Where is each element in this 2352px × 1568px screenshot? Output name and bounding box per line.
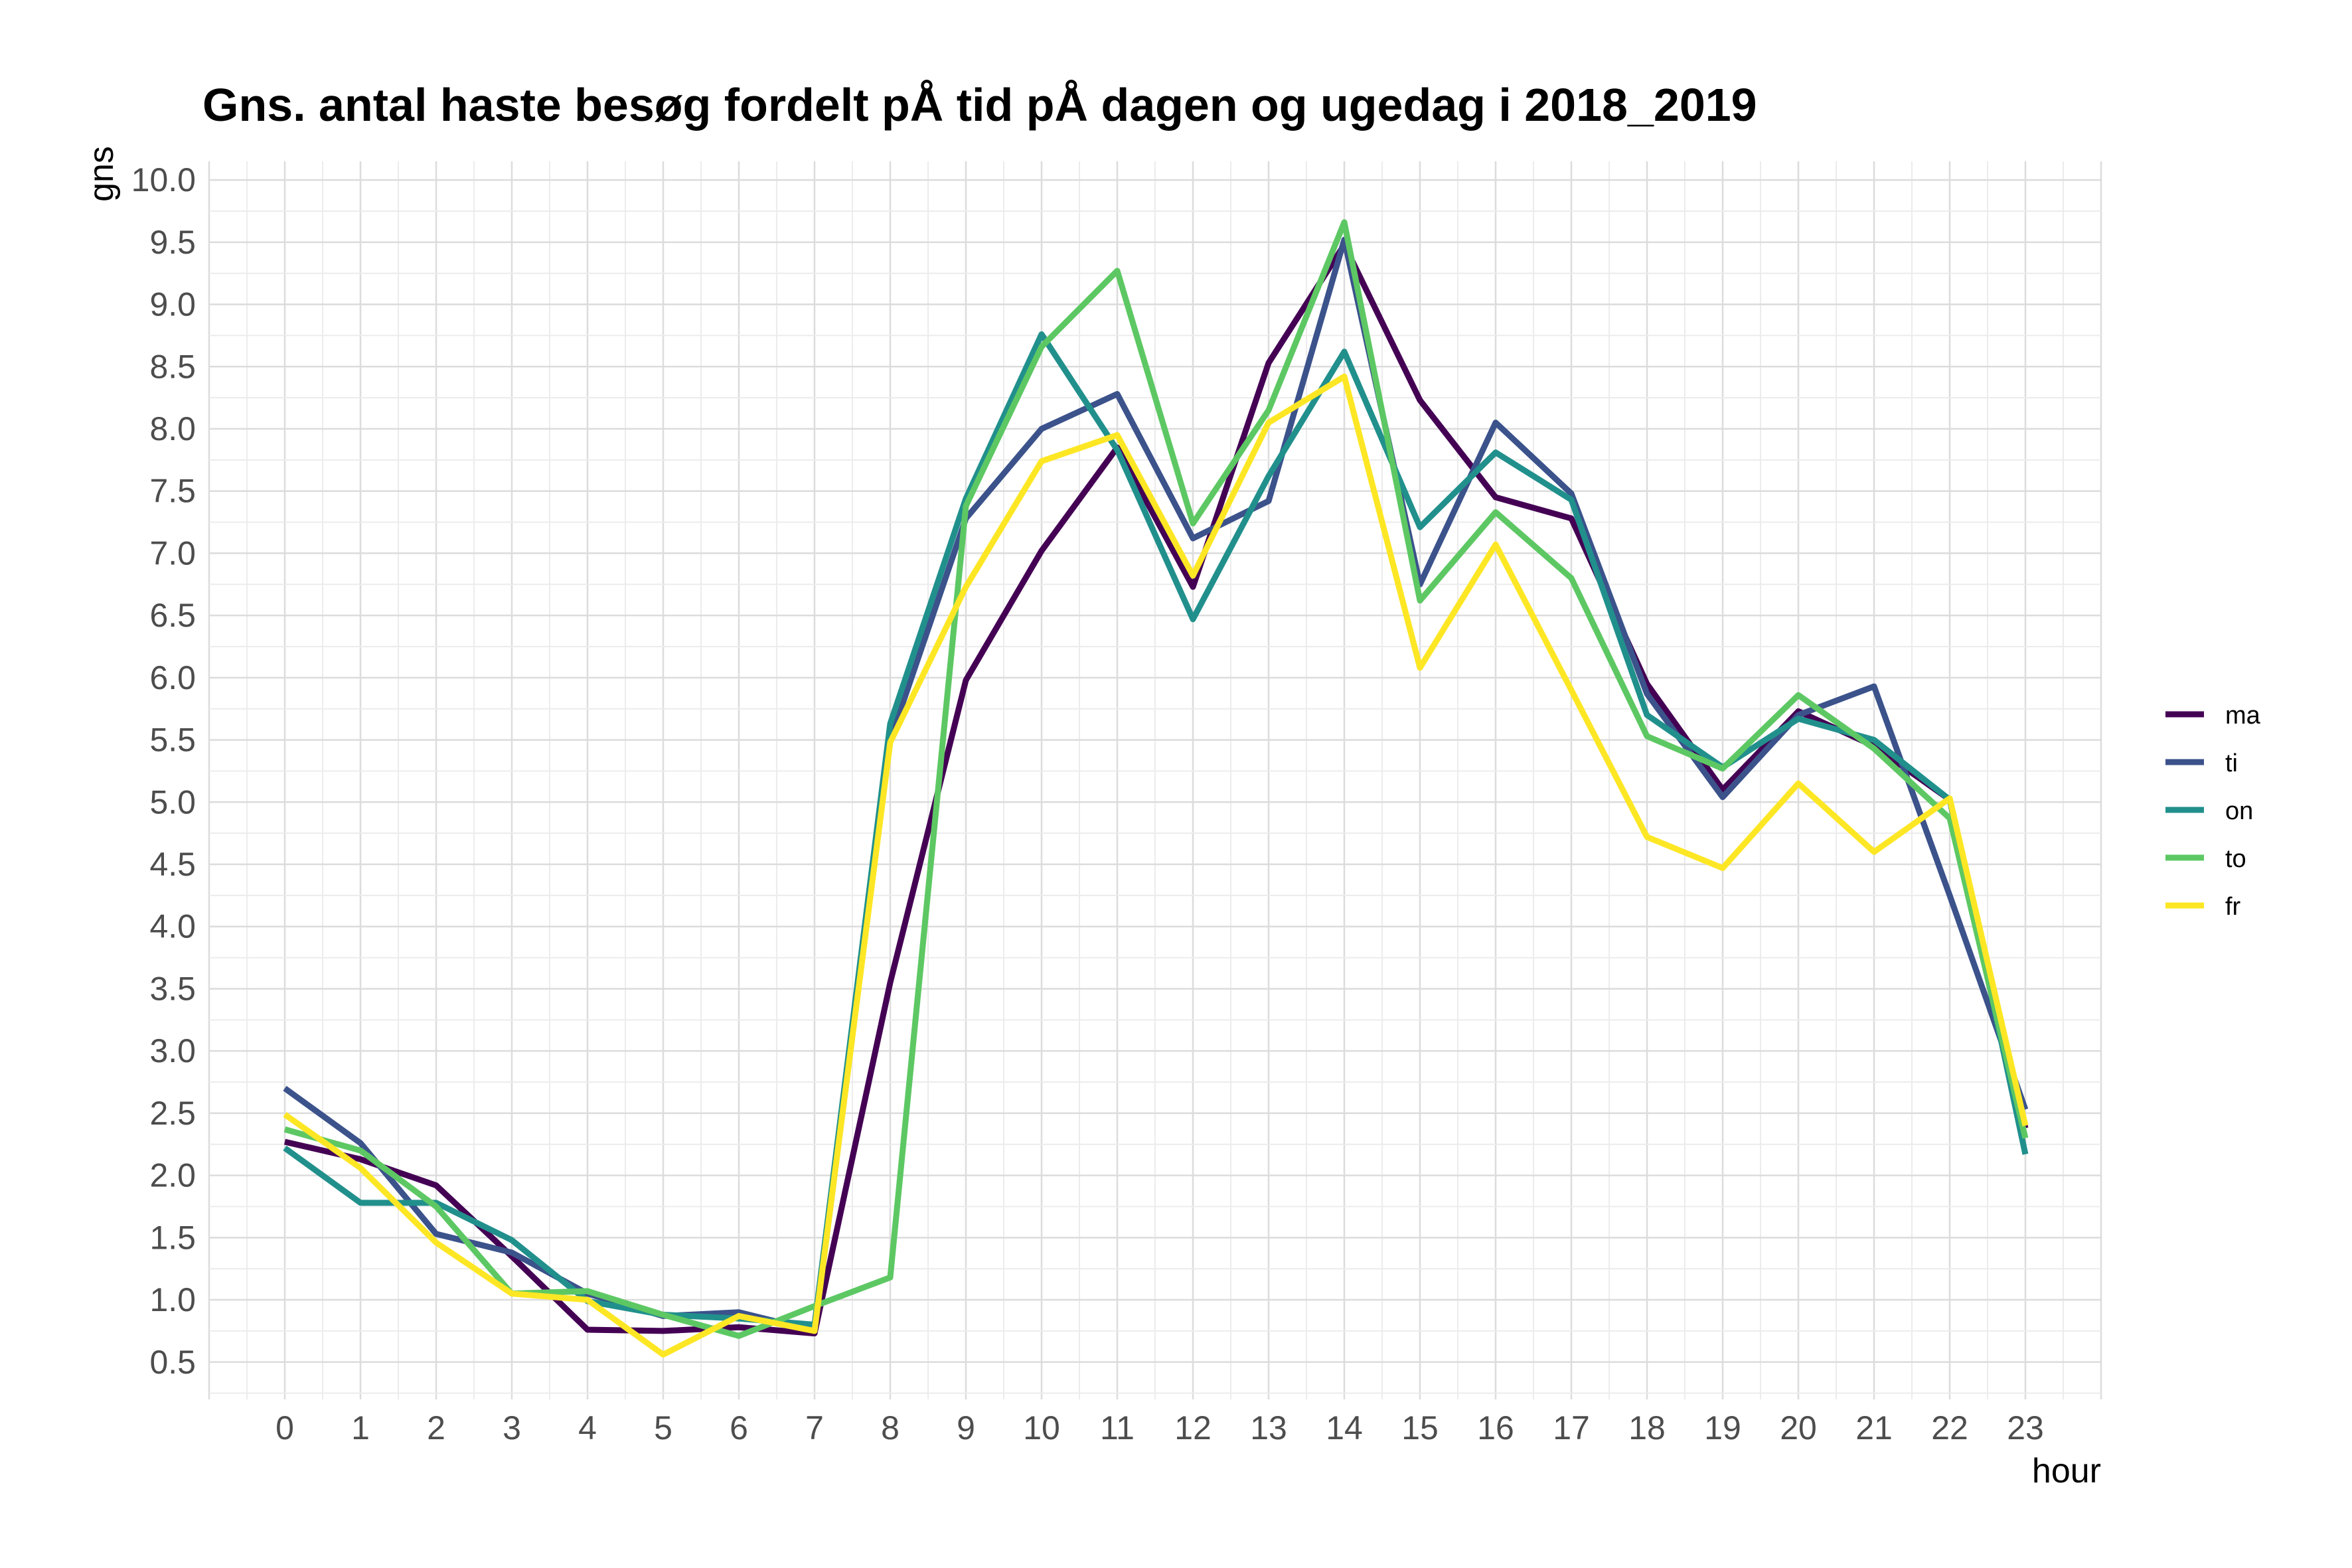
x-tick-label: 4	[578, 1409, 597, 1447]
x-tick-label: 2	[427, 1409, 445, 1447]
x-tick-label: 6	[730, 1409, 748, 1447]
x-tick-label: 8	[881, 1409, 900, 1447]
y-tick-label: 3.0	[149, 1032, 196, 1069]
x-tick-label: 21	[1855, 1409, 1893, 1447]
y-tick-label: 9.5	[149, 224, 196, 261]
y-tick-label: 5.0	[149, 783, 196, 821]
x-tick-label: 3	[503, 1409, 521, 1447]
legend-label-to: to	[2225, 845, 2246, 873]
chart-title: Gns. antal haste besøg fordelt pÅ tid pÅ…	[202, 79, 1757, 131]
x-tick-label: 14	[1326, 1409, 1363, 1447]
y-tick-label: 1.5	[149, 1219, 196, 1256]
x-tick-label: 16	[1477, 1409, 1514, 1447]
y-tick-label: 0.5	[149, 1344, 196, 1381]
x-tick-label: 23	[2007, 1409, 2044, 1447]
y-axis-label: gns	[82, 146, 121, 202]
x-axis-ticks: 0 1 2 3 4 5 6 7 8 9 10 11 12 13 14 15 16 17 18 19 20 21 22 23	[275, 1409, 2044, 1447]
y-tick-label: 8.5	[149, 348, 196, 385]
x-tick-label: 17	[1553, 1409, 1590, 1447]
x-tick-label: 9	[957, 1409, 975, 1447]
x-tick-label: 5	[654, 1409, 672, 1447]
y-axis-ticks: 0.5 1.0 1.5 2.0 2.5 3.0 3.5 4.0 4.5 5.0 5.5 6.0 6.5 7…	[131, 161, 196, 1381]
y-tick-label: 6.5	[149, 597, 196, 634]
x-tick-label: 15	[1401, 1409, 1439, 1447]
x-tick-label: 0	[275, 1409, 294, 1447]
x-tick-label: 20	[1780, 1409, 1817, 1447]
y-tick-label: 7.5	[149, 473, 196, 510]
series-lines	[283, 219, 2029, 1358]
y-tick-label: 2.0	[149, 1157, 196, 1194]
x-tick-label: 1	[351, 1409, 370, 1447]
series-line-ti	[283, 236, 2029, 1334]
x-tick-label: 10	[1023, 1409, 1060, 1447]
series-line-fr	[283, 373, 2029, 1358]
x-axis-label: hour	[2032, 1452, 2101, 1490]
x-tick-label: 22	[1931, 1409, 1968, 1447]
legend-label-fr: fr	[2225, 893, 2241, 921]
y-tick-label: 2.5	[149, 1095, 196, 1132]
y-tick-label: 1.0	[149, 1281, 196, 1318]
x-tick-label: 13	[1250, 1409, 1287, 1447]
y-tick-label: 8.0	[149, 410, 196, 447]
grid	[208, 161, 2102, 1399]
legend: ma ti on to fr	[2165, 702, 2261, 921]
x-tick-label: 19	[1704, 1409, 1741, 1447]
series-line-to	[283, 219, 2029, 1339]
x-tick-label: 7	[805, 1409, 824, 1447]
x-tick-label: 12	[1174, 1409, 1212, 1447]
y-tick-label: 6.0	[149, 659, 196, 696]
y-tick-label: 7.0	[149, 534, 196, 572]
y-tick-label: 4.5	[149, 846, 196, 883]
legend-label-ma: ma	[2225, 702, 2261, 730]
y-tick-label: 9.0	[149, 286, 196, 323]
y-tick-label: 10.0	[131, 161, 196, 198]
y-tick-label: 3.5	[149, 970, 196, 1007]
x-tick-label: 11	[1100, 1409, 1135, 1447]
legend-label-ti: ti	[2225, 749, 2238, 777]
series-line-ma	[283, 242, 2029, 1337]
y-tick-label: 5.5	[149, 722, 196, 759]
x-tick-label: 18	[1628, 1409, 1666, 1447]
y-tick-label: 4.0	[149, 908, 196, 945]
legend-label-on: on	[2225, 797, 2253, 825]
